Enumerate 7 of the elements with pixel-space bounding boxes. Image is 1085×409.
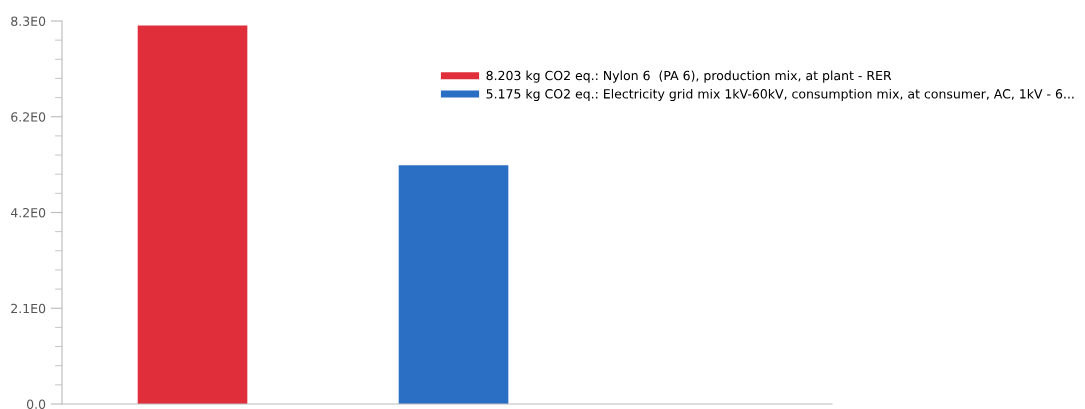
y-tick-label: 6.2E0 xyxy=(11,112,46,122)
y-tick-label: 4.2E0 xyxy=(10,207,46,218)
legend-label: 8.203 kg CO2 eq.: Nylon 6 (PA 6), production mix, at plant - RER xyxy=(486,70,892,83)
y-tick-label: 8.3E0 xyxy=(11,16,46,26)
y-tick-label: 0.0 xyxy=(26,399,46,409)
y-tick-label: 2.1E0 xyxy=(11,303,46,314)
legend-label: 5.175 kg CO2 eq.: Electricity grid mix 1kV-60kV, consumption mix, at consumer, AC, 1kV - 6... xyxy=(486,88,1074,101)
